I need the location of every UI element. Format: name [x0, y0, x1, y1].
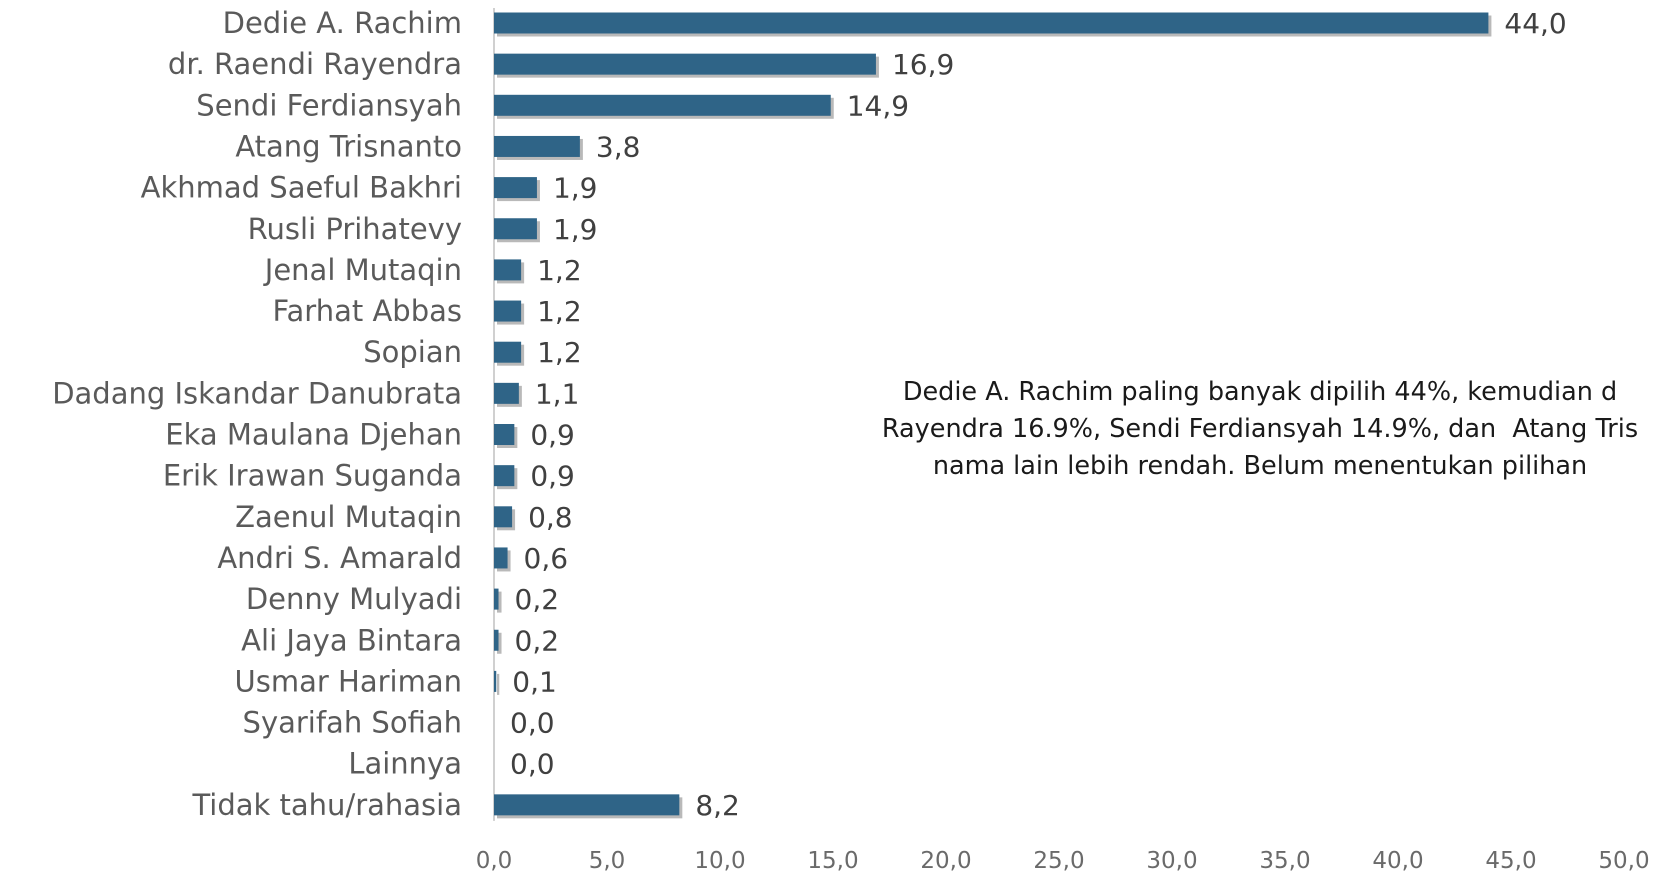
data-label: 0,0 [510, 707, 555, 740]
x-tick-label: 50,0 [1598, 848, 1649, 874]
bar [494, 12, 1489, 34]
data-label: 0,2 [515, 624, 560, 657]
data-label: 1,2 [537, 254, 582, 287]
bar [494, 629, 499, 651]
category-label: Denny Mulyadi [246, 582, 462, 616]
x-tick-label: 25,0 [1033, 848, 1084, 874]
category-label: Sopian [363, 335, 462, 369]
x-tick-label: 10,0 [694, 848, 745, 874]
data-label: 16,9 [892, 48, 954, 81]
category-label: Lainnya [348, 747, 462, 781]
bar [494, 259, 522, 281]
x-tick-label: 35,0 [1259, 848, 1310, 874]
category-label: dr. Raendi Rayendra [168, 47, 462, 81]
data-label: 14,9 [847, 89, 909, 122]
x-tick-label: 30,0 [1146, 848, 1197, 874]
bar [494, 547, 508, 569]
bar [494, 300, 522, 322]
data-label: 0,9 [530, 419, 575, 452]
bar [494, 218, 537, 240]
bar [494, 794, 680, 816]
x-tick-label: 40,0 [1372, 848, 1423, 874]
data-label: 0,8 [528, 501, 573, 534]
bar [494, 465, 515, 487]
data-label: 0,9 [530, 460, 575, 493]
bar-shadow [497, 591, 502, 613]
bar-shadow [497, 632, 502, 654]
x-tick-label: 0,0 [476, 848, 513, 874]
data-label: 1,1 [535, 377, 580, 410]
data-label: 1,2 [537, 336, 582, 369]
category-label: Farhat Abbas [273, 294, 462, 328]
annotation-line-1: Dedie A. Rachim paling banyak dipilih 44… [902, 377, 1618, 407]
x-tick-label: 45,0 [1485, 848, 1536, 874]
category-label: Rusli Prihatevy [248, 212, 462, 246]
bar [494, 177, 537, 199]
chart-axes: 0,0 5,0 10,0 15,0 20,0 25,0 30,0 35,0 40,0 45,0 50… [476, 8, 1650, 874]
bar [494, 424, 515, 445]
category-label: Zaenul Mutaqin [235, 500, 462, 534]
bar [494, 506, 513, 528]
bar [494, 382, 519, 404]
x-tick-label: 5,0 [589, 848, 626, 874]
data-label: 0,0 [510, 748, 555, 781]
category-label: Eka Maulana Djehan [165, 418, 462, 452]
annotation-line-2: Rayendra 16.9%, Sendi Ferdiansyah 14.9%,… [881, 414, 1639, 444]
data-label: 1,2 [537, 295, 582, 328]
data-label: 8,2 [695, 789, 740, 822]
category-label: Atang Trisnanto [235, 129, 462, 163]
category-label: Tidak tahu/rahasia [191, 788, 462, 822]
data-label: 0,2 [515, 583, 560, 616]
category-label: Sendi Ferdiansyah [196, 88, 462, 122]
category-label: Syarifah Sofiah [243, 706, 462, 740]
category-label: Usmar Hariman [235, 664, 462, 698]
chart-bars [494, 12, 1492, 819]
category-label: Akhmad Saeful Bakhri [141, 171, 462, 205]
bar [494, 341, 522, 363]
bar [494, 135, 580, 157]
category-label: Dedie A. Rachim [223, 6, 462, 40]
bar [494, 588, 499, 610]
data-label: 0,6 [524, 542, 569, 575]
x-tick-label: 20,0 [920, 848, 971, 874]
annotation-line-3: nama lain lebih rendah. Belum menentukan… [932, 451, 1588, 481]
data-label: 3,8 [596, 130, 641, 163]
bar [494, 53, 876, 75]
bar-shadow [497, 673, 500, 695]
category-label: Erik Irawan Suganda [163, 459, 462, 493]
bar [494, 94, 831, 116]
data-label: 0,1 [512, 665, 557, 698]
bar [494, 670, 497, 692]
x-tick-label: 15,0 [807, 848, 858, 874]
data-label: 44,0 [1504, 7, 1566, 40]
category-label: Dadang Iskandar Danubrata [52, 376, 462, 410]
data-label: 1,9 [553, 172, 598, 205]
category-label: Jenal Mutaqin [263, 253, 462, 287]
data-label: 1,9 [553, 213, 598, 246]
category-label: Andri S. Amarald [217, 541, 462, 575]
chart-labels: Dedie A. Rachim 44,0 dr. Raendi Rayendra 16… [52, 6, 1567, 822]
chart-annotation: Dedie A. Rachim paling banyak dipilih 44… [740, 374, 1660, 485]
category-label: Ali Jaya Bintara [241, 623, 462, 657]
